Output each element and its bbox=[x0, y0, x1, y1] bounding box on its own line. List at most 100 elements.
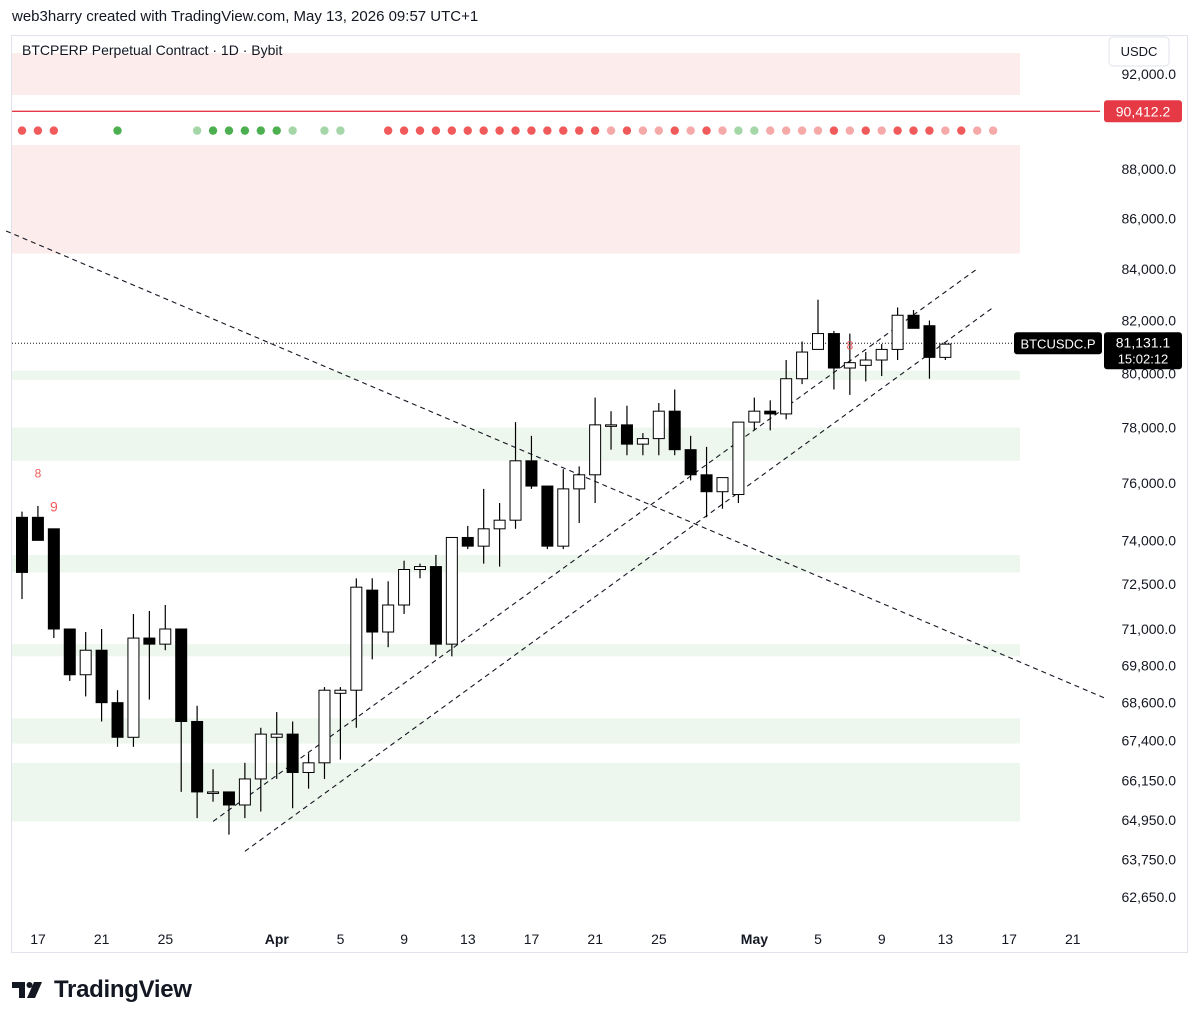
candle[interactable] bbox=[31, 505, 44, 541]
current-price-label: 81,131.1 bbox=[1116, 334, 1171, 350]
candle[interactable] bbox=[334, 687, 347, 760]
candle[interactable] bbox=[286, 721, 299, 809]
signal-dot bbox=[415, 126, 425, 135]
candle[interactable] bbox=[254, 727, 267, 812]
candle-body bbox=[318, 689, 331, 764]
candle[interactable] bbox=[939, 343, 952, 361]
candle[interactable] bbox=[159, 605, 172, 651]
candle[interactable] bbox=[700, 446, 713, 518]
candle[interactable] bbox=[382, 581, 395, 648]
signal-dot bbox=[797, 126, 807, 135]
signal-dot bbox=[192, 126, 202, 135]
candle-body bbox=[891, 314, 904, 350]
candle[interactable] bbox=[907, 310, 920, 329]
candle-body bbox=[398, 569, 411, 606]
candle[interactable] bbox=[207, 769, 220, 802]
candle[interactable] bbox=[270, 712, 283, 779]
candle[interactable] bbox=[238, 762, 251, 819]
candle-body bbox=[477, 528, 490, 547]
support-zone bbox=[12, 644, 1020, 657]
candle[interactable] bbox=[748, 397, 761, 431]
currency-button[interactable] bbox=[1108, 36, 1170, 67]
candle[interactable] bbox=[398, 560, 411, 614]
currency-label[interactable]: USDC bbox=[1121, 44, 1158, 59]
candle[interactable] bbox=[652, 403, 665, 456]
candle-body bbox=[191, 720, 204, 793]
price-tick-label: 84,000.0 bbox=[1122, 261, 1177, 277]
candle-body bbox=[652, 410, 665, 440]
candle[interactable] bbox=[620, 405, 633, 456]
candle[interactable] bbox=[143, 610, 156, 700]
candle[interactable] bbox=[764, 400, 777, 431]
candle[interactable] bbox=[732, 421, 745, 504]
signal-dot bbox=[829, 126, 839, 135]
candle-body bbox=[414, 566, 426, 571]
price-tick-label: 74,000.0 bbox=[1122, 532, 1177, 548]
candle[interactable] bbox=[589, 397, 602, 504]
candle-body bbox=[222, 791, 235, 806]
candle-body bbox=[509, 460, 522, 521]
price-tick-label: 63,750.0 bbox=[1122, 852, 1177, 868]
signal-dot bbox=[941, 126, 950, 135]
candle[interactable] bbox=[175, 628, 188, 792]
candle[interactable] bbox=[573, 466, 586, 524]
signal-dot bbox=[750, 126, 759, 135]
candle[interactable] bbox=[716, 477, 729, 509]
count-annotation: 8 bbox=[846, 338, 853, 352]
candle[interactable] bbox=[95, 629, 108, 722]
candle[interactable] bbox=[891, 307, 904, 361]
signal-dot bbox=[240, 126, 250, 135]
resistance-zone bbox=[12, 53, 1020, 96]
candle[interactable] bbox=[525, 435, 538, 489]
signal-dot bbox=[686, 126, 695, 135]
signal-dot bbox=[399, 126, 409, 135]
candle[interactable] bbox=[668, 389, 681, 456]
candle[interactable] bbox=[302, 753, 315, 789]
candle[interactable] bbox=[366, 578, 379, 660]
chart-attribution: web3harry created with TradingView.com, … bbox=[12, 8, 479, 25]
candle[interactable] bbox=[461, 525, 474, 550]
candle[interactable] bbox=[222, 791, 235, 835]
candle-body bbox=[31, 516, 44, 541]
candle[interactable] bbox=[780, 360, 793, 420]
candle[interactable] bbox=[636, 433, 649, 456]
candle[interactable] bbox=[350, 578, 363, 728]
candle[interactable] bbox=[47, 528, 60, 639]
candle[interactable] bbox=[684, 435, 697, 481]
signal-dot bbox=[734, 126, 743, 135]
candle[interactable] bbox=[414, 563, 426, 579]
signal-dot bbox=[479, 126, 488, 135]
tradingview-logo[interactable]: TradingView bbox=[12, 975, 192, 1005]
candle[interactable] bbox=[557, 469, 570, 550]
candle[interactable] bbox=[509, 422, 522, 529]
candle[interactable] bbox=[875, 344, 888, 377]
candle[interactable] bbox=[796, 341, 809, 385]
candle[interactable] bbox=[63, 628, 76, 681]
candle-body bbox=[127, 637, 140, 738]
candle[interactable] bbox=[318, 687, 331, 779]
time-tick-label: 9 bbox=[878, 931, 886, 947]
candle[interactable] bbox=[493, 503, 506, 567]
time-tick-label: 5 bbox=[814, 931, 822, 947]
candle[interactable] bbox=[812, 299, 824, 350]
candle[interactable] bbox=[191, 705, 204, 819]
candle[interactable] bbox=[127, 613, 140, 747]
candle[interactable] bbox=[477, 488, 490, 564]
candle[interactable] bbox=[16, 511, 28, 600]
candle[interactable] bbox=[827, 330, 840, 390]
candle[interactable] bbox=[843, 333, 856, 395]
candle[interactable] bbox=[111, 690, 124, 747]
candle-body bbox=[175, 628, 188, 722]
candle[interactable] bbox=[923, 320, 936, 379]
time-tick-label: 25 bbox=[651, 931, 667, 947]
candle[interactable] bbox=[859, 352, 872, 382]
candle[interactable] bbox=[79, 632, 92, 697]
candle[interactable] bbox=[445, 536, 458, 657]
support-zone bbox=[12, 370, 1020, 381]
candle-body bbox=[270, 733, 283, 738]
candle[interactable] bbox=[605, 411, 618, 450]
candle[interactable] bbox=[429, 554, 442, 657]
signal-dot bbox=[590, 126, 600, 135]
candle[interactable] bbox=[541, 485, 554, 550]
